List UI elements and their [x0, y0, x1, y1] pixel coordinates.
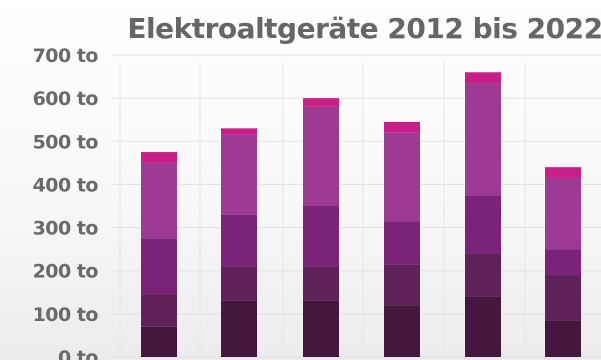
bar-segment [303, 98, 339, 107]
bar-segment [141, 152, 177, 163]
grid [112, 54, 601, 358]
bar-stack [221, 128, 257, 357]
bar-segment [384, 264, 420, 306]
bar-segment [221, 134, 257, 215]
bar-segment [465, 72, 501, 84]
bar-segment [384, 132, 420, 222]
bar-segment [221, 266, 257, 301]
bar-segment [545, 177, 581, 250]
bar-segment [141, 326, 177, 357]
y-tick-label: 0 to [58, 347, 98, 360]
bar-segment [384, 121, 420, 133]
bar-segment [465, 296, 501, 357]
bar-stack [545, 167, 581, 357]
bar-segment [141, 238, 177, 295]
bar-segment [545, 249, 581, 276]
bar-segment [303, 266, 339, 301]
y-tick-label: 300 to [33, 218, 99, 240]
bar-segment [221, 300, 257, 357]
bars [141, 72, 581, 357]
bar-segment [221, 214, 257, 267]
bar-segment [303, 206, 339, 267]
y-tick-label: 700 to [33, 45, 99, 67]
y-tick-label: 100 to [33, 304, 99, 326]
y-tick-label: 400 to [33, 174, 99, 196]
y-tick-label: 200 to [33, 261, 99, 283]
bar-stack [384, 121, 420, 357]
y-axis: 700 to 600 to 500 to 400 to 300 to 200 to 100 … [33, 45, 99, 360]
bar-segment [545, 167, 581, 178]
bar-segment [141, 294, 177, 327]
bar-segment [303, 106, 339, 206]
bar-stack [141, 152, 177, 357]
bar-stack [303, 98, 339, 357]
bar-segment [465, 83, 501, 196]
y-tick-label: 500 to [33, 131, 99, 153]
bar-stack [465, 72, 501, 357]
bar-segment [465, 253, 501, 297]
bar-segment [545, 275, 581, 321]
bar-segment [384, 221, 420, 265]
bar-segment [141, 162, 177, 239]
bar-segment [545, 320, 581, 357]
chart-title: Elektroaltgeräte 2012 bis 2022 [127, 12, 601, 45]
bar-segment [384, 305, 420, 357]
y-tick-label: 600 to [33, 88, 99, 110]
bar-segment [221, 128, 257, 135]
bar-segment [465, 195, 501, 254]
bar-segment [303, 300, 339, 357]
